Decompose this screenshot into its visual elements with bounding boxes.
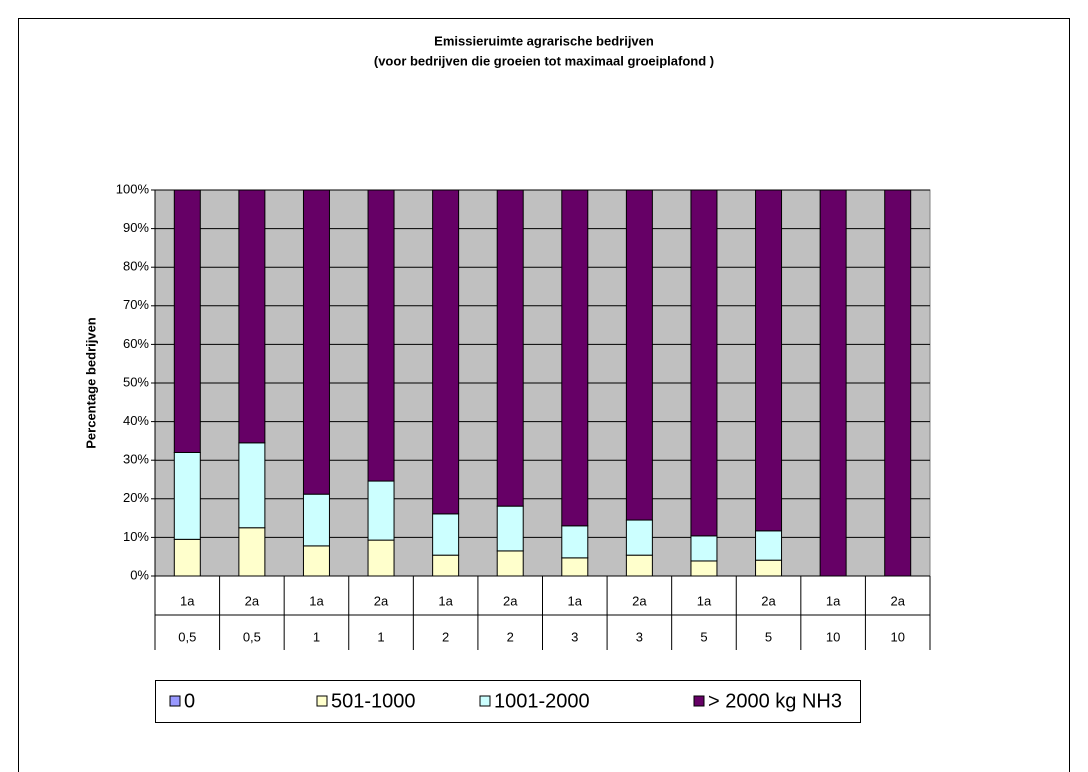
bar-segment — [884, 189, 912, 577]
bar-segment — [561, 189, 589, 527]
bar-segment — [561, 557, 589, 577]
bar-segment — [755, 559, 783, 577]
y-tick-label: 90% — [123, 220, 149, 235]
bar-segment — [755, 189, 783, 532]
x-group-label: 5 — [700, 629, 707, 644]
bar-segment — [302, 545, 330, 577]
x-tick-label: 1a — [697, 593, 712, 608]
x-group-label: 3 — [571, 629, 578, 644]
x-tick-label: 2a — [503, 593, 518, 608]
y-tick-label: 70% — [123, 297, 149, 312]
bar-segment — [367, 189, 395, 482]
bar-segment — [173, 189, 201, 453]
x-group-label: 0,5 — [243, 629, 261, 644]
bar-segment — [432, 189, 460, 515]
x-group-label: 3 — [636, 629, 643, 644]
bar-segment — [496, 505, 524, 552]
bar-segment — [561, 525, 589, 559]
x-tick-label: 2a — [761, 593, 776, 608]
y-tick-label: 100% — [116, 181, 150, 196]
bar-segment — [173, 451, 201, 540]
bar-segment — [367, 480, 395, 541]
bar-segment — [302, 493, 330, 547]
legend-label: 501-1000 — [331, 690, 416, 712]
legend-swatch — [479, 695, 491, 707]
x-group-label: 2 — [442, 629, 449, 644]
bar-segment — [625, 519, 653, 556]
x-group-label: 2 — [507, 629, 514, 644]
x-tick-label: 2a — [890, 593, 905, 608]
x-group-label: 10 — [890, 629, 904, 644]
chart-title: Emissieruimte agrarische bedrijven — [434, 33, 654, 48]
y-axis-label: Percentage bedrijven — [83, 317, 98, 449]
legend-swatch — [316, 695, 328, 707]
bar-segment — [238, 527, 266, 577]
bar-segment — [496, 189, 524, 507]
legend-label: > 2000 kg NH3 — [708, 690, 842, 712]
x-tick-label: 2a — [632, 593, 647, 608]
legend-swatch — [169, 695, 181, 707]
legend-label: 1001-2000 — [494, 690, 590, 712]
legend-swatch — [693, 695, 705, 707]
y-tick-label: 50% — [123, 374, 149, 389]
x-tick-label: 1a — [180, 593, 195, 608]
legend-label: 0 — [184, 690, 195, 712]
x-tick-label: 1a — [568, 593, 583, 608]
legend-box — [155, 680, 861, 723]
x-group-label: 1 — [377, 629, 384, 644]
x-tick-label: 2a — [245, 593, 260, 608]
bar-segment — [173, 538, 201, 577]
x-tick-label: 1a — [438, 593, 453, 608]
y-tick-label: 80% — [123, 259, 149, 274]
y-tick-label: 0% — [130, 567, 149, 582]
x-group-label: 0,5 — [178, 629, 196, 644]
bar-segment — [819, 189, 847, 577]
x-tick-label: 1a — [826, 593, 841, 608]
bar-segment — [690, 189, 718, 537]
bar-segment — [755, 530, 783, 561]
bar-segment — [496, 550, 524, 577]
bar-segment — [432, 513, 460, 556]
x-group-label: 5 — [765, 629, 772, 644]
y-tick-label: 60% — [123, 336, 149, 351]
x-tick-label: 2a — [374, 593, 389, 608]
bar-segment — [302, 189, 330, 495]
bar-segment — [238, 442, 266, 529]
x-group-label: 1 — [313, 629, 320, 644]
bar-segment — [690, 535, 718, 562]
x-group-label: 10 — [826, 629, 840, 644]
bar-segment — [625, 554, 653, 577]
bar-segment — [238, 189, 266, 444]
bar-segment — [367, 539, 395, 577]
bar-segment — [432, 554, 460, 577]
bar-segment — [690, 560, 718, 577]
y-tick-label: 10% — [123, 529, 149, 544]
chart-subtitle: (voor bedrijven die groeien tot maximaal… — [374, 53, 714, 68]
y-tick-label: 30% — [123, 452, 149, 467]
bar-segment — [625, 189, 653, 521]
x-tick-label: 1a — [309, 593, 324, 608]
y-tick-label: 40% — [123, 413, 149, 428]
y-tick-label: 20% — [123, 490, 149, 505]
